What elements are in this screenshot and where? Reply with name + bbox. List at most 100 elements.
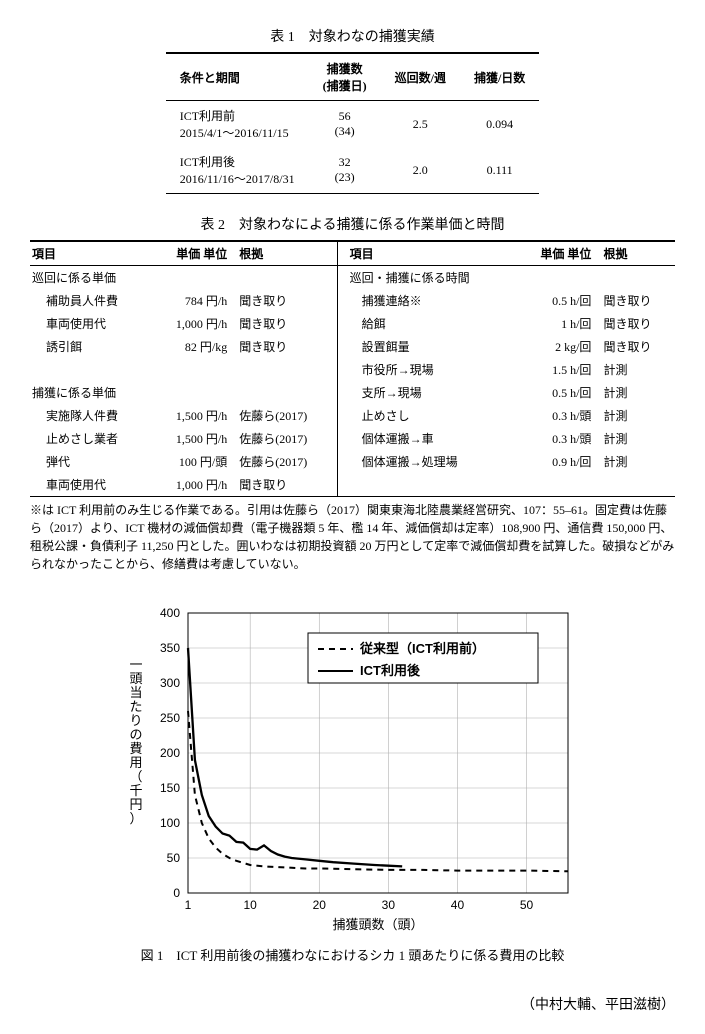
table-row: 車両使用代1,000 円/h聞き取り	[30, 473, 675, 497]
table-row: ICT利用後2016/11/16～2017/8/3132(23)2.00.111	[166, 147, 540, 194]
svg-text:150: 150	[159, 781, 179, 795]
t2-basis: 聞き取り	[233, 335, 337, 358]
t2-basis: 計測	[597, 358, 675, 381]
t2-item: 支所→現場	[337, 381, 516, 404]
t2-unit: 0.5 h/回	[516, 289, 597, 312]
t2-item: 補助員人件費	[30, 289, 151, 312]
t2-item: 弾代	[30, 450, 151, 473]
t2-unit: 1.5 h/回	[516, 358, 597, 381]
table-row: 弾代100 円/頭佐藤ら(2017)個体運搬→処理場0.9 h/回計測	[30, 450, 675, 473]
t2-item: 個体運搬→車	[337, 427, 516, 450]
t1-h-rate: 捕獲/日数	[460, 53, 539, 101]
t2-h-basis-l: 根拠	[233, 241, 337, 266]
table-row: 誘引餌82 円/kg聞き取り設置餌量2 kg/回聞き取り	[30, 335, 675, 358]
t2-h-item-l: 項目	[30, 241, 151, 266]
t2-unit: 0.9 h/回	[516, 450, 597, 473]
svg-text:0: 0	[173, 886, 180, 900]
table2: 項目 単価 単位 根拠 項目 単価 単位 根拠 巡回に係る単価巡回・捕獲に係る時…	[30, 240, 675, 497]
svg-text:350: 350	[159, 641, 179, 655]
svg-text:一: 一	[129, 657, 142, 672]
t2-basis: 計測	[597, 381, 675, 404]
svg-text:円: 円	[129, 797, 142, 812]
svg-text:（: （	[129, 769, 142, 784]
t2-item: 実施隊人件費	[30, 404, 151, 427]
svg-text:）: ）	[129, 811, 142, 826]
t2-section-header: 巡回・捕獲に係る時間	[337, 266, 516, 290]
table-row: ICT利用前2015/4/1～2016/11/1556(34)2.50.094	[166, 101, 540, 148]
t1-rate: 0.094	[460, 101, 539, 148]
t2-item: 設置餌量	[337, 335, 516, 358]
t2-unit: 100 円/頭	[151, 450, 233, 473]
t2-item: 個体運搬→処理場	[337, 450, 516, 473]
svg-text:250: 250	[159, 711, 179, 725]
t2-item: 車両使用代	[30, 473, 151, 497]
svg-text:従来型（ICT利用前）: 従来型（ICT利用前）	[359, 641, 485, 656]
t2-basis: 計測	[597, 450, 675, 473]
t1-count: 32(23)	[309, 147, 381, 194]
svg-text:20: 20	[312, 898, 326, 912]
table-row: 巡回に係る単価 巡回・捕獲に係る時間	[30, 266, 675, 290]
svg-text:用: 用	[129, 755, 142, 770]
author-credit: （中村大輔、平田滋樹）	[30, 994, 675, 1014]
svg-text:当: 当	[129, 685, 142, 700]
t2-unit: 1,500 円/h	[151, 404, 233, 427]
t2-basis: 計測	[597, 427, 675, 450]
t2-basis: 聞き取り	[233, 473, 337, 497]
svg-text:30: 30	[381, 898, 395, 912]
t1-h-count: 捕獲数 (捕獲日)	[309, 53, 381, 101]
svg-text:た: た	[129, 699, 142, 714]
svg-text:頭: 頭	[129, 671, 142, 686]
t2-section-header: 巡回に係る単価	[30, 266, 151, 290]
t2-unit: 1,000 円/h	[151, 473, 233, 497]
t1-cond: ICT利用前2015/4/1～2016/11/15	[166, 101, 309, 148]
t2-basis: 聞き取り	[597, 289, 675, 312]
table-row: 補助員人件費784 円/h聞き取り捕獲連絡※0.5 h/回聞き取り	[30, 289, 675, 312]
t1-freq: 2.5	[381, 101, 460, 148]
t1-freq: 2.0	[381, 147, 460, 194]
t2-unit: 784 円/h	[151, 289, 233, 312]
svg-text:300: 300	[159, 676, 179, 690]
t2-h-unit-l: 単価 単位	[151, 241, 233, 266]
svg-text:り: り	[129, 713, 142, 728]
t2-basis: 佐藤ら(2017)	[233, 450, 337, 473]
t2-unit: 82 円/kg	[151, 335, 233, 358]
t2-h-basis-r: 根拠	[597, 241, 675, 266]
svg-text:10: 10	[243, 898, 257, 912]
t2-basis: 佐藤ら(2017)	[233, 404, 337, 427]
t2-unit: 1,500 円/h	[151, 427, 233, 450]
svg-text:40: 40	[450, 898, 464, 912]
svg-text:400: 400	[159, 606, 179, 620]
figure1-title: 図 1 ICT 利用前後の捕獲わなにおけるシカ 1 頭あたりに係る費用の比較	[30, 945, 675, 964]
t2-section-header: 捕獲に係る単価	[30, 381, 151, 404]
table1-title: 表 1 対象わなの捕獲実績	[30, 26, 675, 46]
t2-item: 市役所→現場	[337, 358, 516, 381]
t2-basis: 聞き取り	[597, 335, 675, 358]
svg-text:1: 1	[184, 898, 191, 912]
t2-item: 止めさし	[337, 404, 516, 427]
svg-text:捕獲頭数（頭）: 捕獲頭数（頭）	[332, 917, 423, 932]
t2-basis: 聞き取り	[233, 312, 337, 335]
t1-cond: ICT利用後2016/11/16～2017/8/31	[166, 147, 309, 194]
svg-text:50: 50	[166, 851, 180, 865]
t2-item: 車両使用代	[30, 312, 151, 335]
svg-text:費: 費	[129, 741, 142, 756]
t2-item: 止めさし業者	[30, 427, 151, 450]
t2-basis: 佐藤ら(2017)	[233, 427, 337, 450]
t2-item: 給餌	[337, 312, 516, 335]
t2-unit: 1 h/回	[516, 312, 597, 335]
t2-unit: 0.5 h/回	[516, 381, 597, 404]
t1-rate: 0.111	[460, 147, 539, 194]
table-row: 車両使用代1,000 円/h聞き取り給餌1 h/回聞き取り	[30, 312, 675, 335]
svg-text:千: 千	[129, 783, 142, 798]
svg-text:50: 50	[519, 898, 533, 912]
svg-text:の: の	[129, 727, 142, 742]
t2-h-unit-r: 単価 単位	[516, 241, 597, 266]
t2-unit: 0.3 h/頭	[516, 427, 597, 450]
t2-basis: 計測	[597, 404, 675, 427]
table-row: 市役所→現場1.5 h/回計測	[30, 358, 675, 381]
svg-text:100: 100	[159, 816, 179, 830]
t1-h-freq: 巡回数/週	[381, 53, 460, 101]
table-row: 捕獲に係る単価 支所→現場0.5 h/回計測	[30, 381, 675, 404]
t2-item: 誘引餌	[30, 335, 151, 358]
t2-unit: 0.3 h/頭	[516, 404, 597, 427]
